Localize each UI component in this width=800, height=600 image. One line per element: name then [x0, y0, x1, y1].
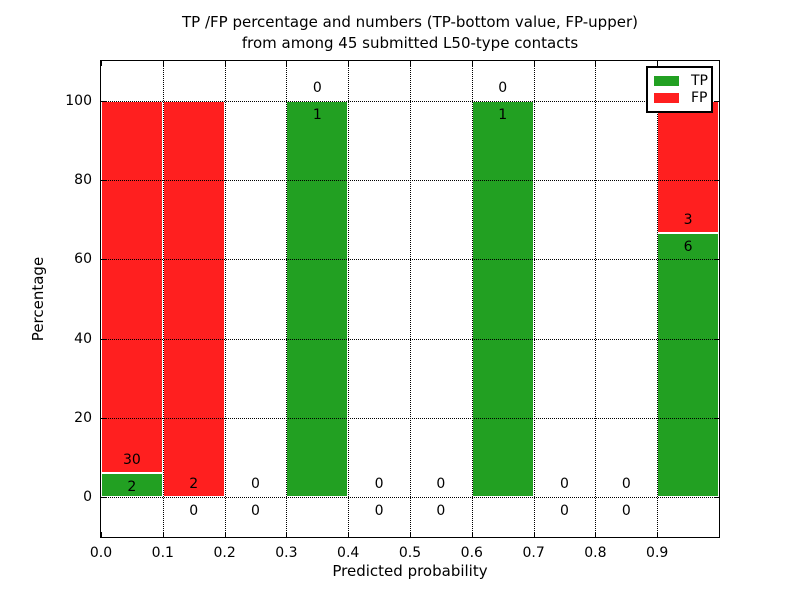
xtick-top	[286, 61, 288, 66]
tp-count-label: 1	[312, 106, 322, 123]
bar-fp-segment	[101, 100, 163, 473]
ytick-right	[714, 180, 719, 181]
ytick-left	[101, 338, 106, 340]
y-tick-label: 40	[74, 330, 92, 347]
bar-tp-segment	[101, 472, 163, 498]
ytick-left	[101, 497, 106, 499]
xtick-bottom	[533, 532, 535, 537]
xtick-top	[533, 61, 535, 66]
chart-title-line1: TP /FP percentage and numbers (TP-bottom…	[182, 13, 638, 31]
xtick-bottom	[595, 532, 597, 537]
y-tick-label: 80	[74, 172, 92, 188]
legend: TP FP	[646, 66, 713, 113]
x-tick-label: 0.8	[584, 545, 607, 561]
xtick-bottom	[224, 532, 226, 537]
x-tick-label: 0.3	[275, 545, 298, 561]
tp-count-label: 0	[621, 503, 631, 520]
xtick-top	[224, 61, 226, 66]
ytick-left	[101, 259, 106, 261]
tp-count-label: 0	[251, 503, 260, 520]
gridline-x-0.8	[595, 61, 597, 537]
chart-title: TP /FP percentage and numbers (TP-bottom…	[100, 12, 720, 54]
tp-count-label: 1	[498, 106, 508, 123]
xtick-top	[410, 61, 411, 66]
tp-count-label: 2	[127, 478, 137, 495]
ytick-left	[101, 180, 106, 181]
xtick-bottom	[410, 532, 411, 537]
x-tick-label: 0.5	[398, 545, 422, 561]
fp-count-label: 0	[436, 476, 446, 493]
ytick-right	[714, 497, 719, 499]
gridline-x-0.1	[162, 61, 164, 537]
fp-count-label: 0	[621, 476, 631, 493]
fp-count-label: 0	[312, 79, 322, 96]
legend-label-fp: FP	[691, 90, 708, 107]
gridline-x-0.2	[224, 61, 226, 537]
legend-item-tp: TP	[654, 72, 708, 89]
tp-count-label: 0	[374, 503, 384, 520]
fp-count-label: 0	[374, 476, 384, 493]
chart-title-line2: from among 45 submitted L50-type contact…	[241, 34, 579, 52]
gridline-x-0.9	[657, 61, 659, 537]
x-tick-label: 0.0	[89, 545, 113, 561]
tp-count-label: 0	[189, 503, 199, 520]
x-tick-label: 0.4	[337, 545, 360, 561]
y-axis-label: Percentage	[29, 256, 47, 342]
tp-count-label: 0	[560, 503, 569, 520]
fp-count-label: 2	[189, 476, 199, 493]
ytick-left	[101, 100, 106, 102]
y-tick-label: 0	[83, 489, 92, 506]
plot-area: 30 2 2 0 0 0 0 1 0 0 0 0 0 1 0 0 0 0 3 6	[100, 60, 720, 538]
xtick-bottom	[657, 532, 659, 537]
bar-tp-segment	[657, 232, 719, 498]
y-tick-label: 100	[65, 92, 92, 109]
bar-tp-segment	[471, 100, 534, 498]
xtick-bottom	[101, 532, 102, 537]
x-axis-label: Predicted probability	[332, 562, 488, 580]
legend-label-tp: TP	[691, 72, 708, 89]
gridline-x-0.3	[286, 61, 288, 537]
xtick-top	[101, 61, 102, 66]
xtick-top	[471, 61, 473, 66]
bar-fp-segment	[162, 100, 225, 498]
fp-count-label: 3	[683, 211, 693, 228]
xtick-top	[348, 61, 350, 66]
fp-count-label: 0	[498, 79, 508, 96]
xtick-bottom	[348, 532, 350, 537]
xtick-top	[657, 61, 659, 66]
gridline-x-0.7	[533, 61, 535, 537]
fp-color-swatch	[654, 93, 679, 104]
fp-count-label: 0	[560, 476, 569, 493]
x-tick-label: 0.1	[151, 545, 174, 561]
x-tick-label: 0.2	[213, 545, 236, 561]
xtick-top	[595, 61, 597, 66]
y-tick-label: 60	[74, 251, 92, 268]
fp-count-label: 0	[251, 476, 260, 493]
gridline-x-0.6	[471, 61, 473, 537]
y-tick-label: 20	[74, 410, 92, 426]
xtick-bottom	[471, 532, 473, 537]
x-tick-label: 0.9	[646, 545, 669, 561]
ytick-right	[714, 259, 719, 261]
gridline-x-0.4	[348, 61, 350, 537]
ytick-right	[714, 338, 719, 340]
xtick-bottom	[162, 532, 164, 537]
ytick-right	[714, 100, 719, 102]
bar-tp-segment	[286, 100, 349, 498]
gridline-x-0.5	[410, 61, 411, 537]
tp-count-label: 6	[683, 238, 693, 255]
ytick-right	[714, 418, 719, 419]
xtick-top	[162, 61, 164, 66]
x-tick-label: 0.7	[522, 545, 545, 561]
fp-count-label: 30	[122, 451, 141, 468]
ytick-left	[101, 418, 106, 419]
tp-color-swatch	[654, 75, 679, 86]
bar-fp-segment	[657, 100, 719, 233]
xtick-bottom	[286, 532, 288, 537]
x-tick-label: 0.6	[460, 545, 483, 561]
tp-count-label: 0	[436, 503, 446, 520]
legend-item-fp: FP	[654, 90, 708, 107]
